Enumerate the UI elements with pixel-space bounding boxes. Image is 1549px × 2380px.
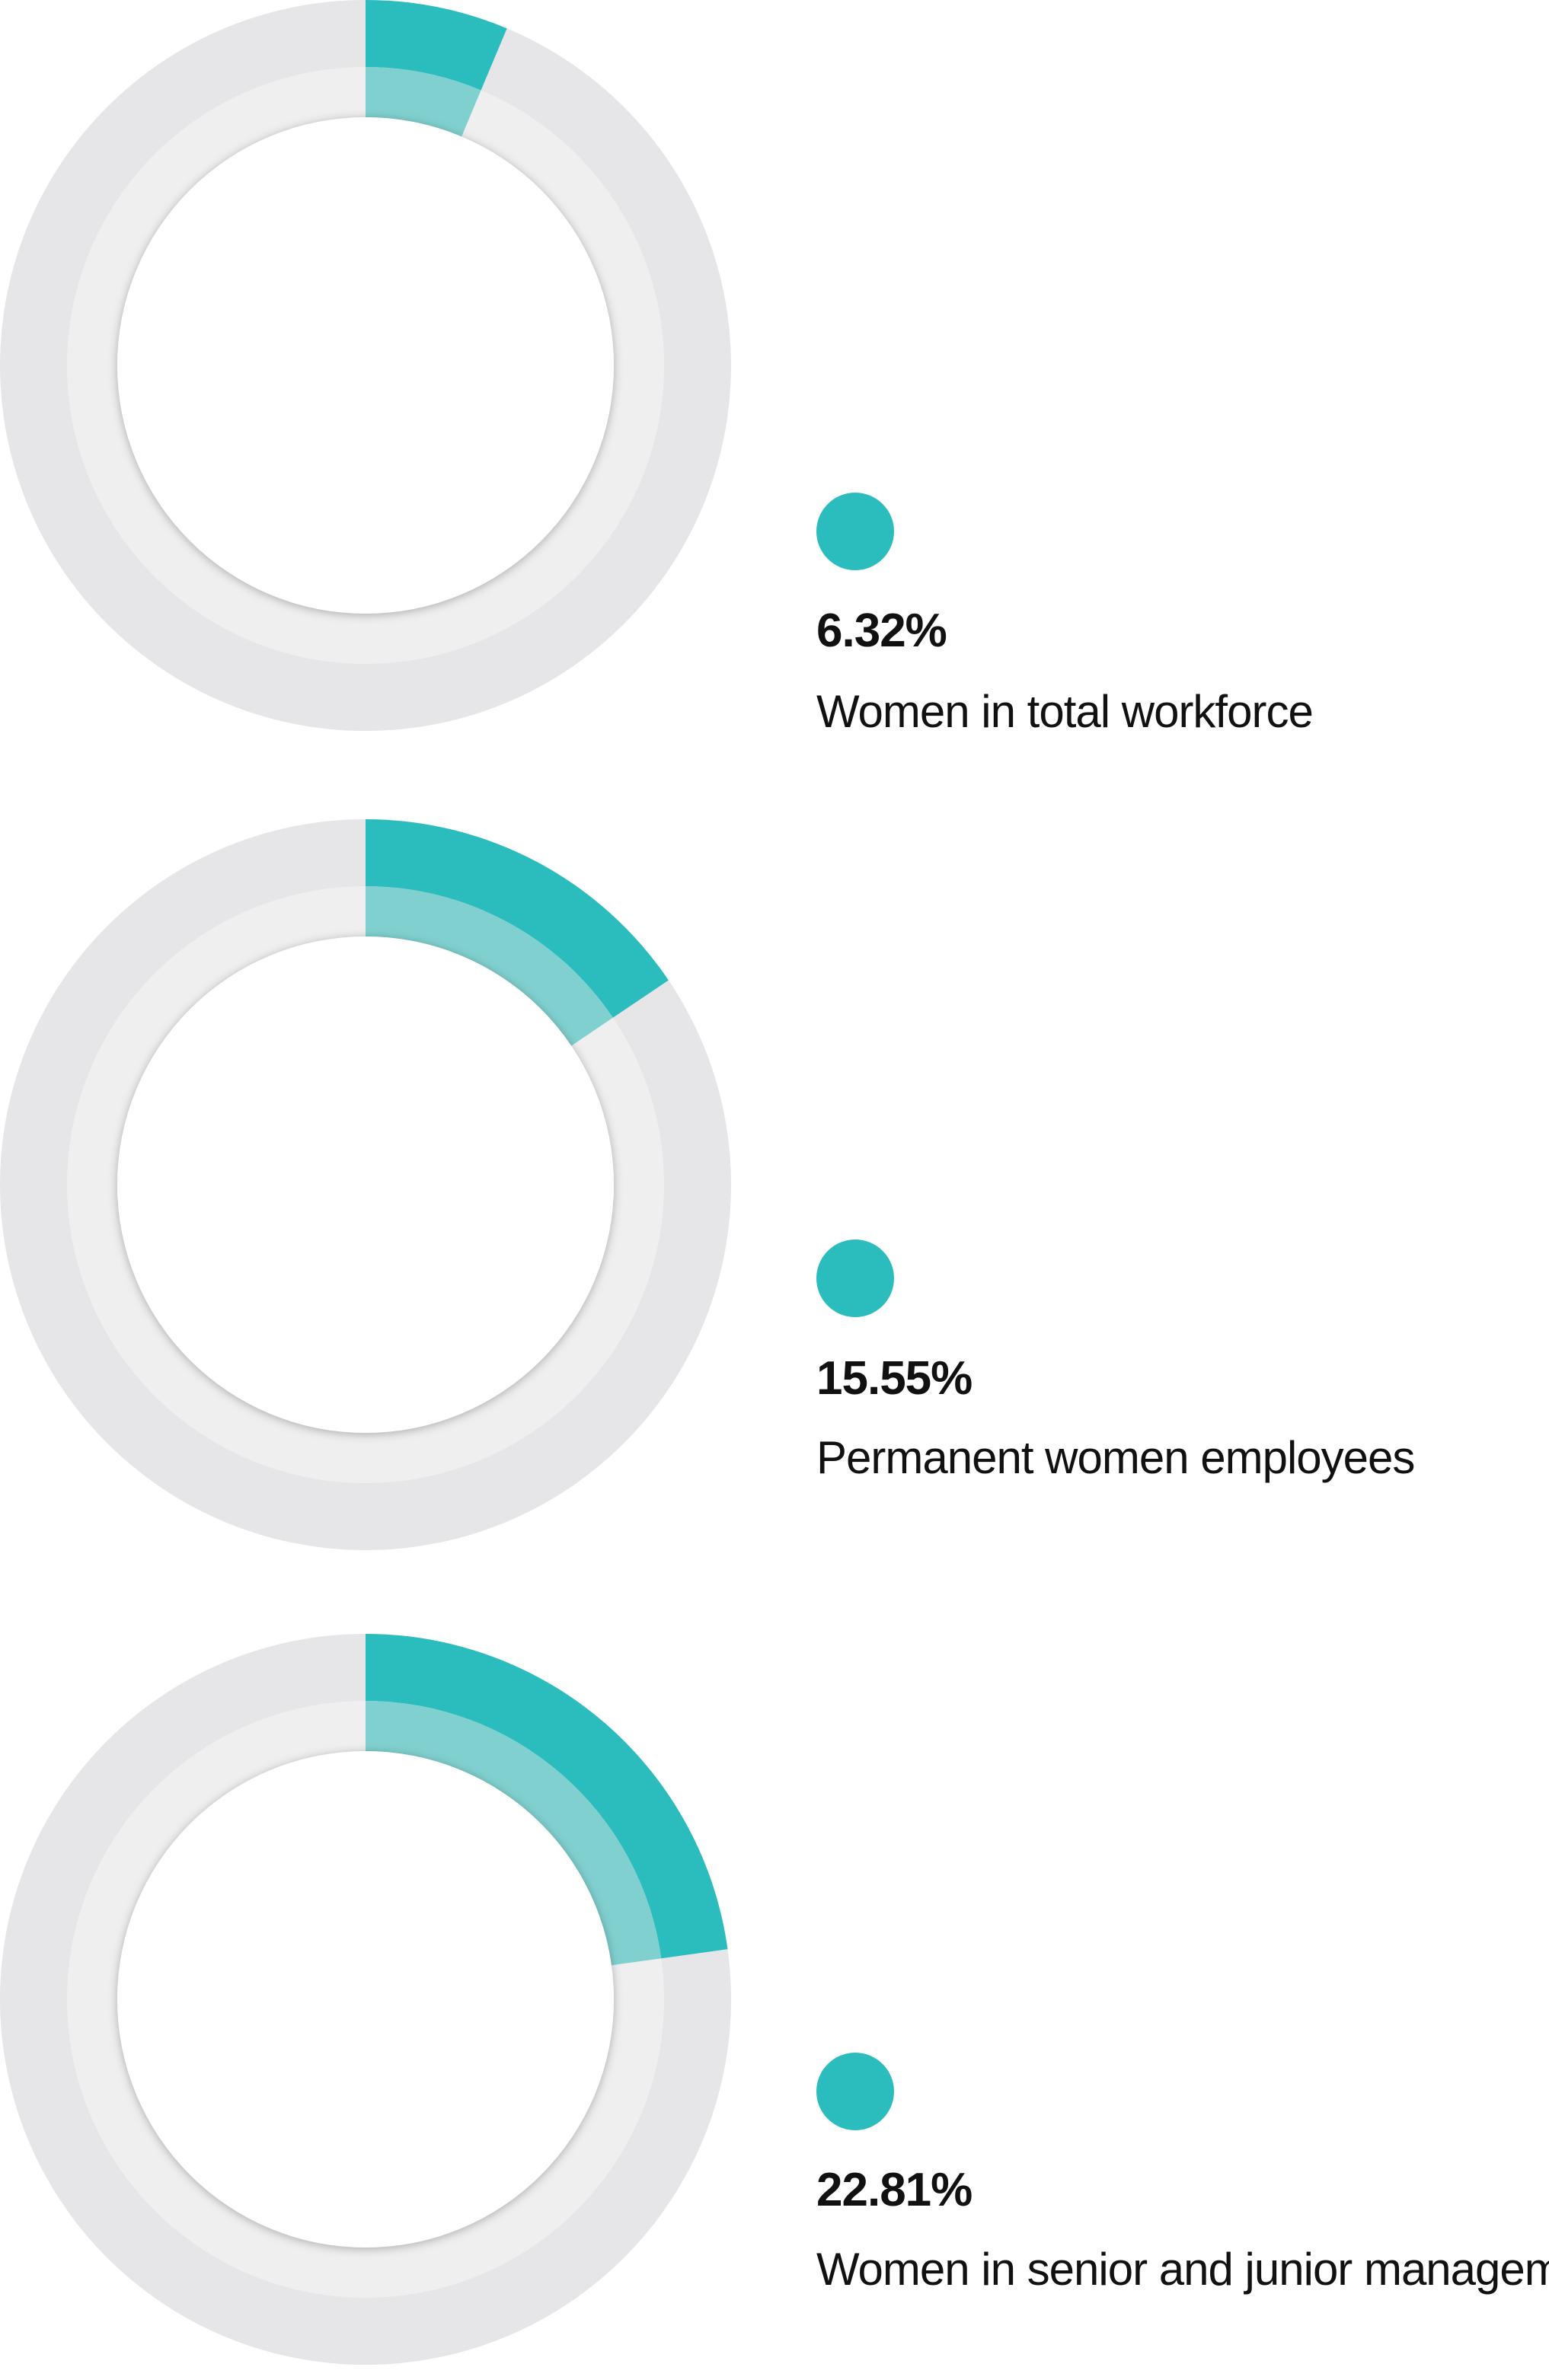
donut-chart-permanent-women-employees: 15.55% Permanent women employees (0, 819, 1549, 1550)
donut-slice (366, 0, 507, 91)
donut-chart-women-management: 22.81% Women in senior and junior manage… (0, 1634, 1549, 2380)
value-label: 15.55% (816, 1352, 973, 1405)
donut-hole (117, 936, 614, 1433)
value-label: 6.32% (816, 605, 947, 657)
value-label: 22.81% (816, 2164, 973, 2216)
donut-chart-women-total-workforce: 6.32% Women in total workforce (0, 0, 1549, 737)
category-label: Women in total workforce (816, 686, 1314, 737)
donut-hole (117, 1751, 614, 2248)
legend-dot (816, 493, 894, 570)
donut-slice-inner (366, 886, 613, 1046)
category-label: Permanent women employees (816, 1432, 1415, 1483)
donut-chart-graphic (0, 819, 731, 1550)
legend-dot (816, 2053, 894, 2130)
donut-hole (117, 117, 614, 614)
donut-chart-graphic (0, 1634, 731, 2365)
donut-slice-inner (366, 67, 481, 137)
category-label: Women in senior and junior management (816, 2244, 1549, 2295)
legend-dot (816, 1239, 894, 1317)
donut-slice (366, 819, 669, 1018)
donut-slice-inner (366, 1701, 662, 1966)
donut-chart-graphic (0, 0, 731, 731)
donut-slice (366, 1634, 728, 1959)
